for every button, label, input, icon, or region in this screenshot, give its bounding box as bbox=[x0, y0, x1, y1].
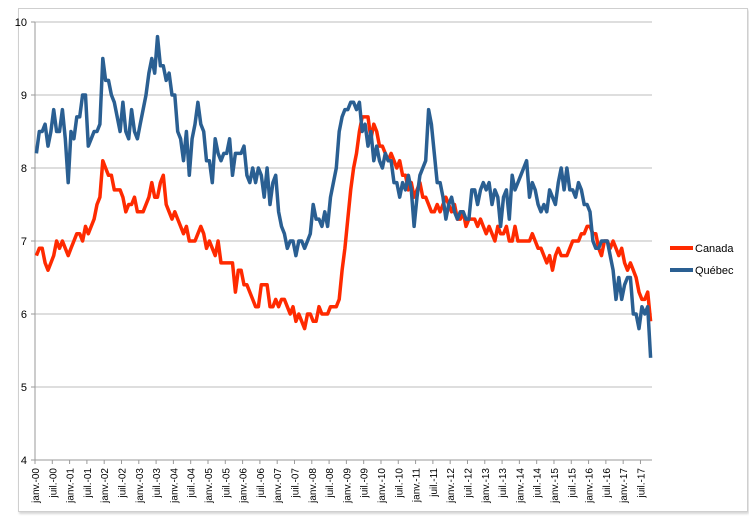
x-tick-label: janv.-06 bbox=[239, 468, 250, 504]
x-tick-label: janv.-10 bbox=[377, 468, 388, 504]
series-line-qubec bbox=[34, 34, 653, 358]
x-tick-label: juil.-06 bbox=[256, 468, 267, 499]
x-tick-label: janv.-02 bbox=[100, 468, 111, 504]
x-tick-label: juil.-07 bbox=[290, 468, 301, 499]
x-tick-label: janv.-12 bbox=[446, 468, 457, 504]
x-tick-label: janv.-16 bbox=[585, 468, 596, 504]
x-tick-label: janv.-08 bbox=[308, 468, 319, 504]
x-tick-label: juil.-02 bbox=[117, 468, 128, 499]
y-tick-label: 4 bbox=[21, 455, 27, 467]
x-tick-label: juil.-11 bbox=[429, 468, 440, 498]
x-tick-label: janv.-13 bbox=[481, 468, 492, 504]
x-tick-label: juil.-08 bbox=[325, 468, 336, 499]
x-tick-label: janv.-11 bbox=[412, 468, 423, 504]
x-tick-label: janv.-07 bbox=[273, 468, 284, 504]
x-tick-label: janv.-15 bbox=[550, 468, 561, 504]
x-tick-label: juil.-12 bbox=[463, 468, 474, 499]
chart-frame bbox=[18, 8, 748, 512]
x-tick-label: juil.-10 bbox=[394, 468, 405, 499]
x-tick-label: juil.-14 bbox=[533, 468, 544, 499]
x-tick-label: janv.-00 bbox=[31, 468, 42, 504]
x-tick-label: juil.-16 bbox=[602, 468, 613, 499]
x-tick-label: juil.-05 bbox=[221, 468, 232, 499]
y-tick-label: 5 bbox=[21, 382, 27, 394]
x-tick-label: juil.-15 bbox=[567, 468, 578, 499]
x-tick-label: juil.-09 bbox=[360, 468, 371, 499]
x-tick-label: juil.-00 bbox=[48, 468, 59, 499]
x-tick-label: janv.-17 bbox=[619, 468, 630, 504]
legend-label: Canada bbox=[695, 243, 734, 255]
legend-label: Québec bbox=[695, 265, 734, 277]
x-tick-label: janv.-09 bbox=[342, 468, 353, 504]
y-tick-label: 10 bbox=[15, 17, 27, 29]
x-tick-label: juil.-01 bbox=[83, 468, 94, 499]
y-tick-label: 8 bbox=[21, 163, 27, 175]
y-tick-label: 9 bbox=[21, 90, 27, 102]
x-tick-label: juil.-17 bbox=[636, 468, 647, 499]
x-tick-label: janv.-05 bbox=[204, 468, 215, 504]
y-tick-label: 6 bbox=[21, 309, 27, 321]
x-tick-label: juil.-04 bbox=[187, 468, 198, 499]
x-tick-label: janv.-04 bbox=[169, 468, 180, 504]
y-tick-label: 7 bbox=[21, 236, 27, 248]
x-tick-label: juil.-03 bbox=[152, 468, 163, 499]
x-tick-label: janv.-14 bbox=[515, 468, 526, 504]
x-tick-label: janv.-03 bbox=[135, 468, 146, 504]
x-tick-label: juil.-13 bbox=[498, 468, 509, 499]
x-tick-label: janv.-01 bbox=[66, 468, 77, 504]
series-line-canada bbox=[34, 115, 653, 331]
